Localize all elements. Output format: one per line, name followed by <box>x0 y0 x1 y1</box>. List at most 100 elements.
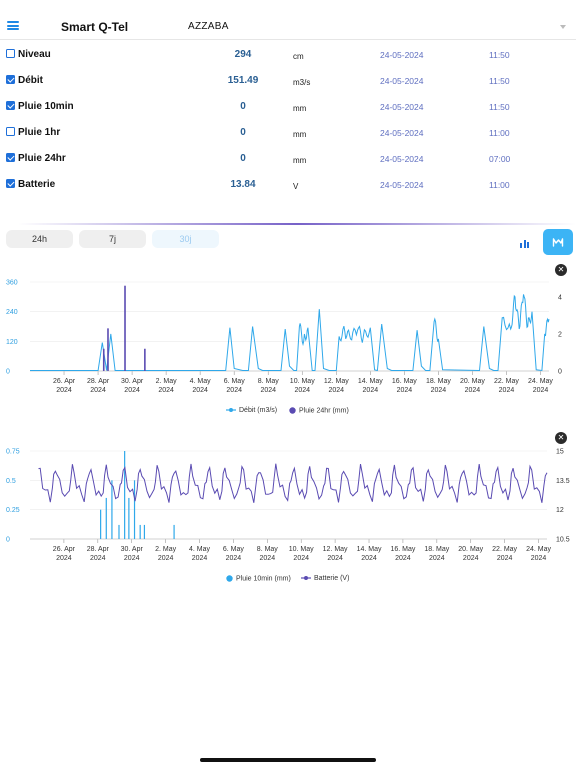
y-left-tick-label: 360 <box>6 280 18 287</box>
sensor-value: 0 <box>240 101 246 112</box>
x-tick-label: 22. May 2024 <box>494 378 519 394</box>
x-tick-label: 28. Apr 2024 <box>87 546 110 562</box>
sensor-row-pluie-1hr[interactable]: Pluie 1hr 0 mm 24-05-2024 11:00 <box>0 121 576 147</box>
sensor-row-pluie-24hr[interactable]: Pluie 24hr 0 mm 24-05-2024 07:00 <box>0 147 576 173</box>
x-tick-label: 6. May 2024 <box>223 546 245 562</box>
sensor-row-niveau[interactable]: Niveau 294 cm 24-05-2024 11:50 <box>0 43 576 69</box>
sensor-value: 0 <box>240 127 246 138</box>
sensor-date: 24-05-2024 <box>380 102 424 112</box>
sensor-time: 11:50 <box>489 50 510 60</box>
y-right-tick-label: 13.5 <box>556 478 570 485</box>
y-right-tick-label: 12 <box>556 507 564 514</box>
sensor-date: 24-05-2024 <box>380 128 424 138</box>
legend-pluie-10min[interactable]: Pluie 10min (mm) <box>226 575 291 582</box>
checkbox-debit[interactable] <box>6 75 15 84</box>
pluie24-bar <box>102 348 105 371</box>
sensor-date: 24-05-2024 <box>380 50 424 60</box>
pluie10-bar <box>173 524 175 539</box>
pluie10-batterie-chart: 0 0.25 0.5 0.75 10.5 12 13.5 15 26. Apr 2024 28. A… <box>6 449 570 563</box>
pluie10-bar <box>111 480 113 539</box>
sensor-name: Pluie 24hr <box>18 153 66 164</box>
sensor-date: 24-05-2024 <box>380 76 424 86</box>
bar-chart-icon[interactable] <box>517 236 531 248</box>
sensor-value: 294 <box>234 49 252 60</box>
x-tick-label: 28. Apr 2024 <box>87 378 110 394</box>
x-tick-label: 10. May 2024 <box>290 378 315 394</box>
home-indicator <box>200 758 376 762</box>
batterie-series-line <box>38 463 548 503</box>
legend-batterie[interactable]: Batterie (V) <box>301 575 349 582</box>
checkbox-niveau[interactable] <box>6 49 15 58</box>
x-tick-label: 20. May 2024 <box>460 378 485 394</box>
chevron-down-icon[interactable] <box>560 25 566 29</box>
sensor-name: Pluie 10min <box>18 101 74 112</box>
x-tick-label: 26. Apr 2024 <box>53 546 76 562</box>
y-right-tick-label: 0 <box>558 369 562 376</box>
pluie10-bar <box>124 451 126 539</box>
x-tick-label: 20. May 2024 <box>458 546 483 562</box>
sensor-unit: mm <box>293 130 307 139</box>
x-tick-label: 2. May 2024 <box>156 378 178 394</box>
checkbox-batterie[interactable] <box>6 179 15 188</box>
x-tick-label: 30. Apr 2024 <box>121 546 144 562</box>
legend-line-marker <box>226 408 236 413</box>
sensor-time: 11:00 <box>489 128 510 138</box>
x-tick-label: 14. May 2024 <box>358 378 383 394</box>
pluie10-bar <box>139 524 141 539</box>
sensor-unit: mm <box>293 104 307 113</box>
x-tick-label: 12. May 2024 <box>324 378 349 394</box>
sensor-time: 07:00 <box>489 154 511 164</box>
legend-label: Batterie (V) <box>314 575 350 582</box>
y-left-tick-label: 0.5 <box>6 478 16 485</box>
app-title: Smart Q-Tel <box>61 20 129 34</box>
sensor-unit: V <box>293 182 299 191</box>
checkbox-pluie-1hr[interactable] <box>6 127 15 136</box>
legend-debit[interactable]: Débit (m3/s) <box>226 407 277 414</box>
period-24h-button[interactable]: 24h <box>6 230 73 248</box>
line-chart-toggle-button[interactable] <box>543 229 573 255</box>
section-divider <box>18 223 576 225</box>
period-30j-button[interactable]: 30j <box>152 230 219 248</box>
legend-label: Débit (m3/s) <box>239 407 278 414</box>
pluie10-bar <box>118 524 120 539</box>
x-tick-label: 18. May 2024 <box>424 546 449 562</box>
y-left-tick-label: 240 <box>6 309 18 316</box>
pluie10-bar <box>143 524 146 539</box>
legend-dot-marker <box>226 575 233 582</box>
legend-dot-marker <box>289 407 296 414</box>
pluie24-bar <box>144 348 146 371</box>
x-tick-label: 8. May 2024 <box>258 378 280 394</box>
sensor-row-batterie[interactable]: Batterie 13.84 V 24-05-2024 11:00 <box>0 173 576 199</box>
sensor-date: 24-05-2024 <box>380 154 424 164</box>
menu-icon[interactable] <box>7 21 19 31</box>
sensor-row-pluie-10min[interactable]: Pluie 10min 0 mm 24-05-2024 11:50 <box>0 95 576 121</box>
sensor-name: Niveau <box>18 49 51 60</box>
pluie10-bar <box>128 497 130 539</box>
legend-label: Pluie 10min (mm) <box>236 575 291 583</box>
close-chart-1-button[interactable]: ✕ <box>555 264 567 276</box>
checkbox-pluie-10min[interactable] <box>6 101 15 110</box>
sensor-date: 24-05-2024 <box>380 180 424 190</box>
pluie10-bar <box>133 480 136 539</box>
x-tick-label: 4. May 2024 <box>189 546 211 562</box>
station-name[interactable]: AZZABA <box>188 21 229 32</box>
pluie24-bar <box>107 328 109 371</box>
x-tick-label: 6. May 2024 <box>224 378 246 394</box>
x-tick-label: 30. Apr 2024 <box>121 378 144 394</box>
x-tick-label: 24. May 2024 <box>528 378 553 394</box>
legend-pluie-24hr[interactable]: Pluie 24hr (mm) <box>289 407 349 414</box>
pluie10-bar <box>100 509 102 539</box>
debit-series-line <box>30 294 550 372</box>
close-chart-2-button[interactable]: ✕ <box>555 432 567 444</box>
x-tick-label: 4. May 2024 <box>190 378 212 394</box>
sensor-row-debit[interactable]: Débit 151.49 m3/s 24-05-2024 11:50 <box>0 69 576 95</box>
y-right-tick-label: 15 <box>556 449 564 456</box>
checkbox-pluie-24hr[interactable] <box>6 153 15 162</box>
x-tick-label: 2. May 2024 <box>155 546 177 562</box>
period-7j-button[interactable]: 7j <box>79 230 146 248</box>
pluie24-bar <box>124 285 126 371</box>
sensor-value: 13.84 <box>230 179 256 190</box>
y-left-tick-label: 0 <box>6 537 10 544</box>
legend-label: Pluie 24hr (mm) <box>299 407 349 415</box>
y-left-tick-label: 0 <box>6 369 10 376</box>
